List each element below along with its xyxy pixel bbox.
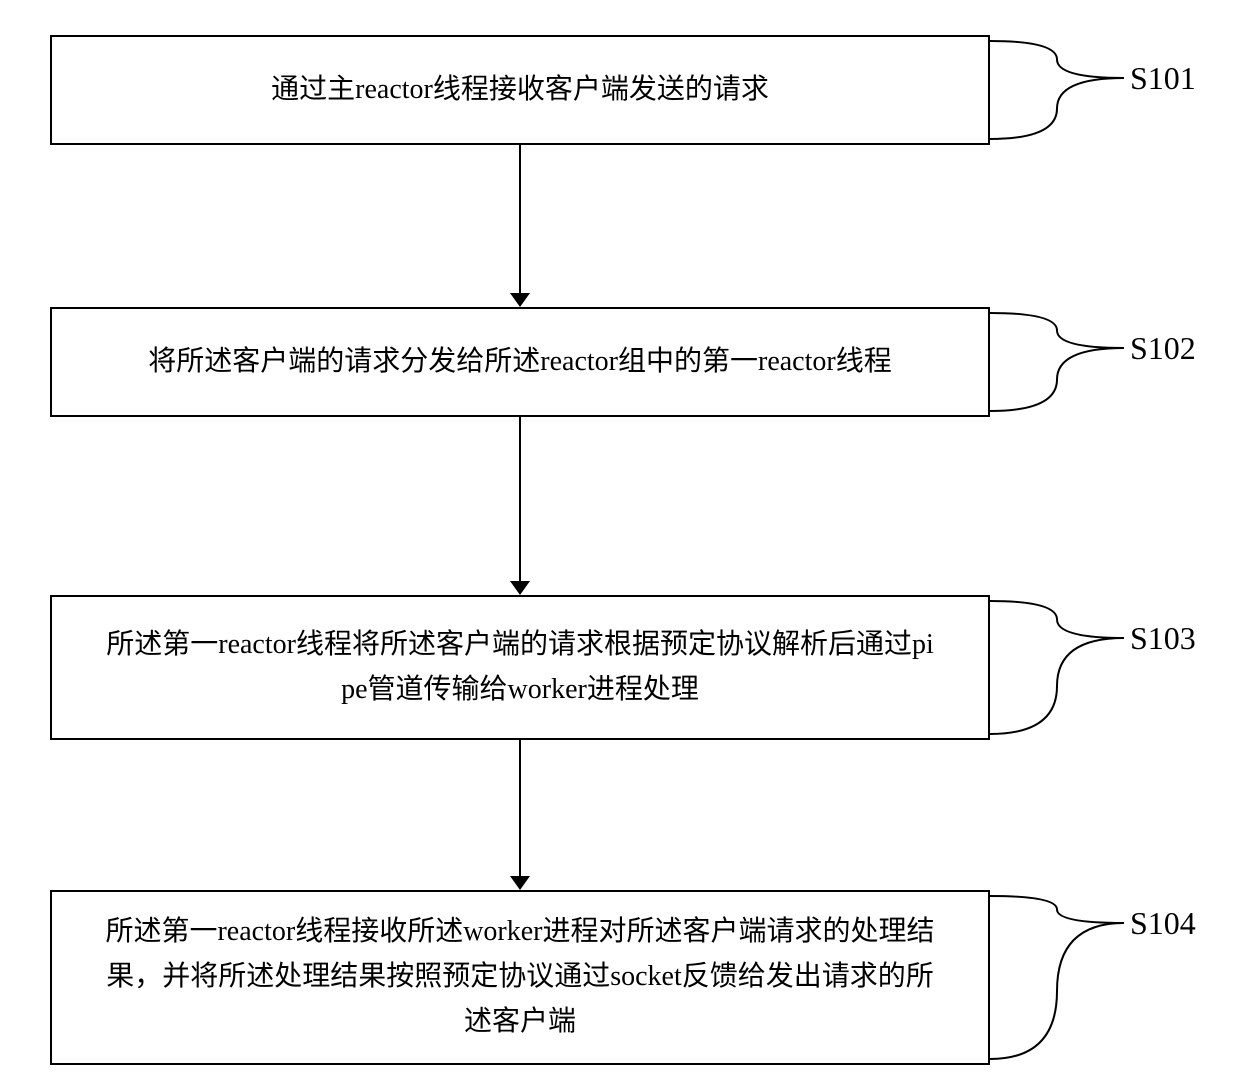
flow-box-text: 将所述客户端的请求分发给所述reactor组中的第一reactor线程 <box>148 340 891 385</box>
flow-box-text: 所述第一reactor线程将所述客户端的请求根据预定协议解析后通过pi pe管道… <box>106 623 934 713</box>
flow-box-b2: 将所述客户端的请求分发给所述reactor组中的第一reactor线程 <box>50 307 990 417</box>
arrow-head-1 <box>510 581 530 595</box>
flow-box-text: 通过主reactor线程接收客户端发送的请求 <box>271 68 769 113</box>
flowchart-canvas: 通过主reactor线程接收客户端发送的请求将所述客户端的请求分发给所述reac… <box>0 0 1240 1083</box>
step-label-l4: S104 <box>1130 905 1196 942</box>
step-label-l3: S103 <box>1130 620 1196 657</box>
arrow-line-0 <box>519 145 521 293</box>
arrow-line-1 <box>519 417 521 581</box>
step-label-l1: S101 <box>1130 60 1196 97</box>
arrow-head-0 <box>510 293 530 307</box>
flow-box-b3: 所述第一reactor线程将所述客户端的请求根据预定协议解析后通过pi pe管道… <box>50 595 990 740</box>
step-label-l2: S102 <box>1130 330 1196 367</box>
flow-box-b1: 通过主reactor线程接收客户端发送的请求 <box>50 35 990 145</box>
flow-box-b4: 所述第一reactor线程接收所述worker进程对所述客户端请求的处理结 果，… <box>50 890 990 1065</box>
flow-box-text: 所述第一reactor线程接收所述worker进程对所述客户端请求的处理结 果，… <box>105 910 934 1044</box>
arrow-line-2 <box>519 740 521 876</box>
arrow-head-2 <box>510 876 530 890</box>
